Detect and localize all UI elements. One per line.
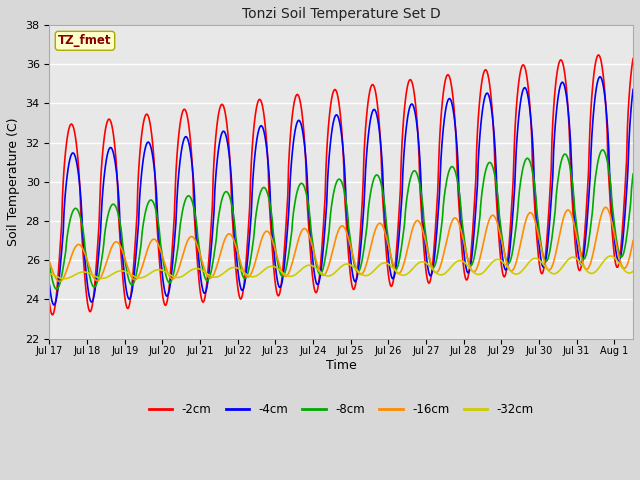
-8cm — [629, 171, 637, 177]
-32cm — [45, 271, 53, 276]
-16cm — [447, 220, 455, 226]
-32cm — [447, 264, 455, 269]
Title: Tonzi Soil Temperature Set D: Tonzi Soil Temperature Set D — [242, 7, 440, 21]
-2cm — [447, 83, 455, 89]
-32cm — [333, 267, 341, 273]
-2cm — [200, 299, 207, 305]
Line: -4cm: -4cm — [49, 77, 633, 305]
X-axis label: Time: Time — [326, 359, 356, 372]
-2cm — [175, 136, 182, 142]
-16cm — [629, 238, 637, 243]
-32cm — [175, 275, 182, 280]
-16cm — [200, 263, 207, 269]
-8cm — [333, 178, 341, 184]
-16cm — [45, 259, 53, 265]
-16cm — [390, 264, 398, 270]
-32cm — [390, 266, 398, 272]
-16cm — [333, 231, 341, 237]
-4cm — [629, 86, 637, 92]
-8cm — [53, 287, 61, 292]
-8cm — [200, 270, 207, 276]
-2cm — [595, 52, 602, 58]
-16cm — [55, 279, 63, 285]
-32cm — [60, 276, 68, 282]
-8cm — [447, 164, 455, 169]
-32cm — [577, 260, 584, 265]
-16cm — [577, 251, 584, 257]
Y-axis label: Soil Temperature (C): Soil Temperature (C) — [7, 118, 20, 246]
-2cm — [629, 56, 637, 61]
-4cm — [51, 302, 58, 308]
Text: TZ_fmet: TZ_fmet — [58, 34, 112, 48]
-2cm — [49, 312, 56, 318]
Line: -2cm: -2cm — [49, 55, 633, 315]
-8cm — [45, 262, 53, 268]
Line: -16cm: -16cm — [49, 207, 633, 282]
-32cm — [607, 253, 614, 259]
Line: -8cm: -8cm — [49, 150, 633, 289]
-4cm — [447, 99, 455, 105]
-32cm — [200, 268, 207, 274]
-2cm — [45, 300, 53, 306]
-4cm — [175, 176, 182, 181]
-4cm — [333, 112, 341, 118]
-16cm — [602, 204, 609, 210]
-4cm — [577, 261, 584, 266]
-4cm — [200, 289, 207, 295]
-8cm — [175, 241, 182, 247]
-8cm — [390, 265, 398, 271]
-4cm — [596, 74, 604, 80]
-4cm — [45, 282, 53, 288]
-4cm — [390, 275, 398, 280]
-2cm — [333, 91, 341, 96]
Legend: -2cm, -4cm, -8cm, -16cm, -32cm: -2cm, -4cm, -8cm, -16cm, -32cm — [144, 398, 539, 420]
-8cm — [599, 147, 607, 153]
-16cm — [175, 267, 182, 273]
-8cm — [577, 248, 584, 254]
-2cm — [390, 274, 398, 279]
-32cm — [629, 268, 637, 274]
-2cm — [577, 267, 584, 273]
Line: -32cm: -32cm — [49, 256, 633, 279]
